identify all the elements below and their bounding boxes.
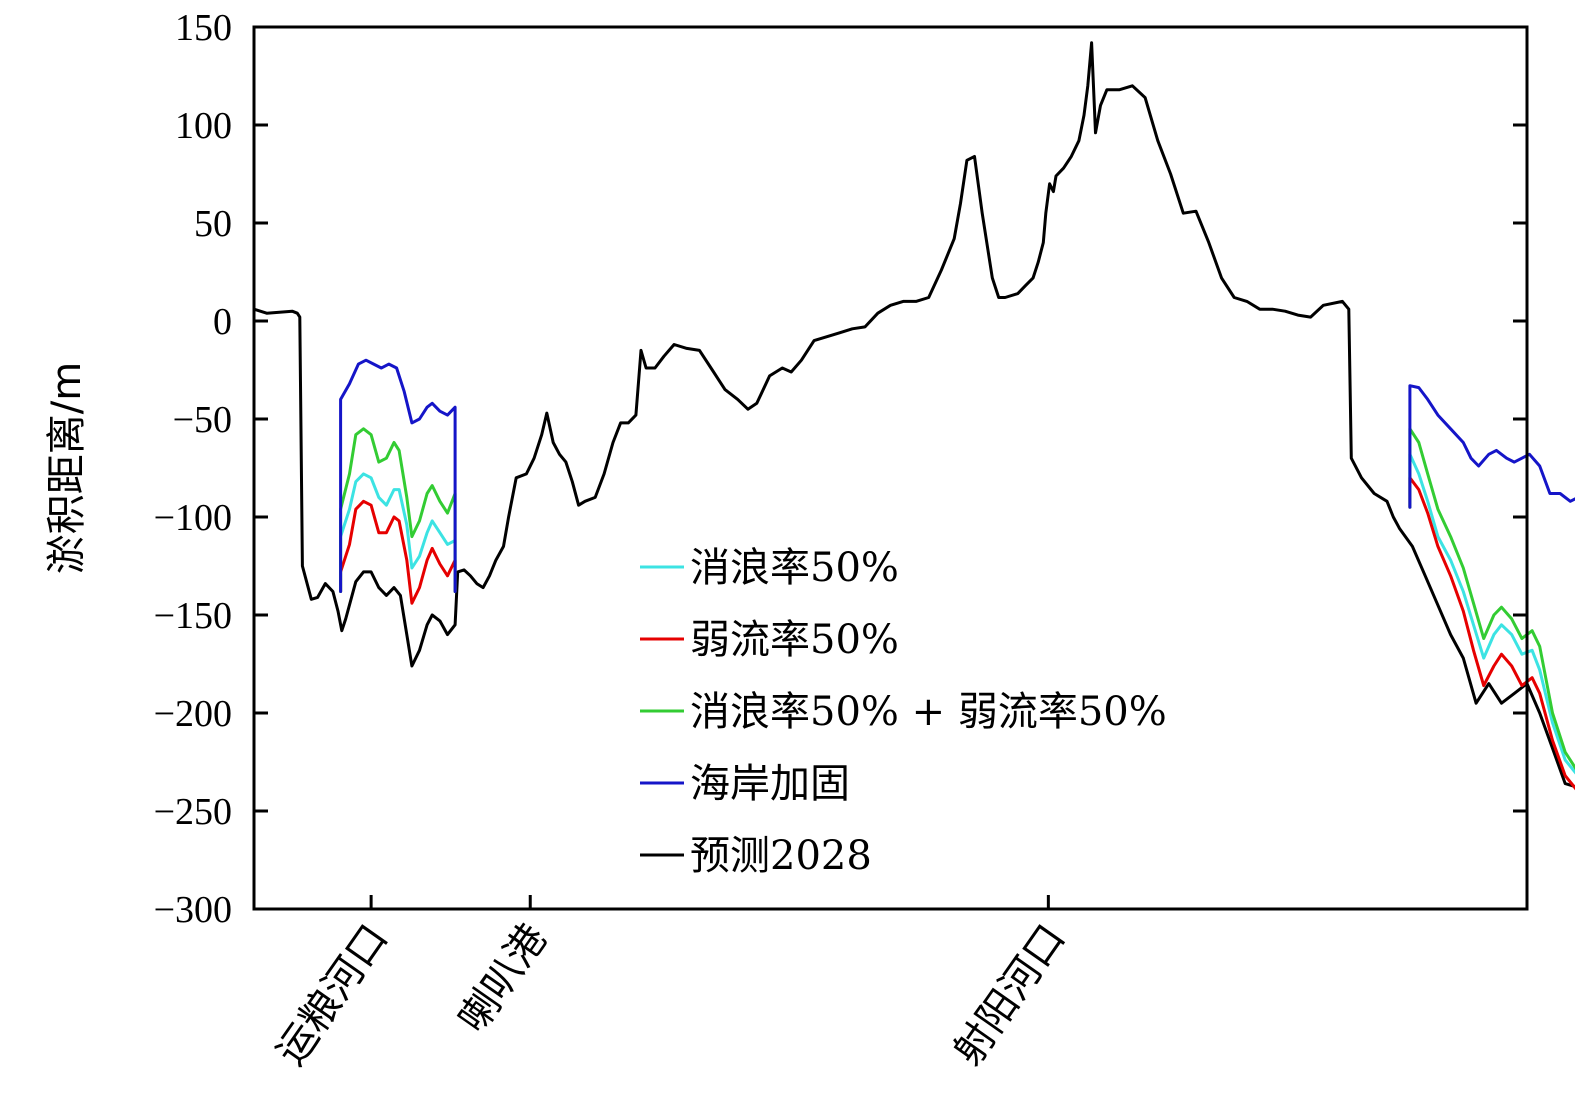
x-category-label: 喇叭港 xyxy=(450,916,557,1041)
y-tick-label: 50 xyxy=(194,203,232,245)
series-layer xyxy=(252,41,1575,791)
series-line-消浪率50--1 xyxy=(339,472,457,593)
y-axis-label: 淤积距离/m xyxy=(44,362,90,574)
legend-label: 海岸加固 xyxy=(690,761,850,807)
series-line-弱流率50--2 xyxy=(339,499,457,605)
legend-label: 预测2028 xyxy=(690,833,872,879)
y-tick-label: 0 xyxy=(213,301,232,343)
series-line-消浪率50-弱流率50--3 xyxy=(339,427,457,593)
series-line-消浪率50-弱流率50--7 xyxy=(1408,427,1575,771)
x-category-label: 运粮河口 xyxy=(268,916,397,1073)
plot-frame xyxy=(252,25,1529,911)
y-tick-label: −150 xyxy=(154,595,232,637)
y-tick-label: −50 xyxy=(173,399,232,441)
y-tick-label: 100 xyxy=(175,105,232,147)
series-line-消浪率50--5 xyxy=(1408,452,1575,775)
series-line-弱流率50--6 xyxy=(1408,476,1575,791)
y-tick-label: −250 xyxy=(154,791,232,833)
legend-label: 消浪率50% xyxy=(690,545,899,591)
y-tick-label: −200 xyxy=(154,693,232,735)
y-tick-label: 150 xyxy=(175,7,232,49)
x-category-label: 射阳河口 xyxy=(945,916,1074,1073)
legend-label: 消浪率50% + 弱流率50% xyxy=(690,689,1167,735)
legend-label: 弱流率50% xyxy=(690,617,899,663)
axis-layer: 150 100 50 0 −50 −100 −150 −200 −250 −300 运粮河口 喇叭港 射… xyxy=(154,7,1527,1074)
y-tick-label: −300 xyxy=(154,889,232,931)
series-line-预测2028-0 xyxy=(252,41,1575,789)
y-tick-label: −100 xyxy=(154,497,232,539)
series-line-海岸加固-4 xyxy=(339,358,457,593)
series-line-海岸加固-8 xyxy=(1408,384,1575,509)
